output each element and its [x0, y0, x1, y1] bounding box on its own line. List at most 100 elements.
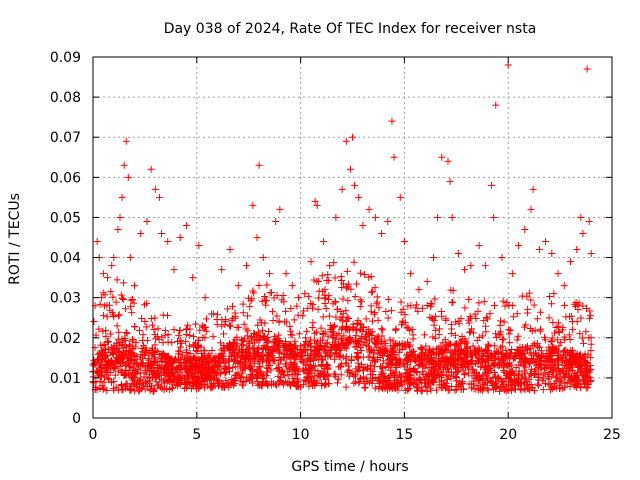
- data-point: [375, 375, 383, 383]
- data-point: [122, 361, 130, 369]
- data-point: [164, 312, 172, 320]
- data-point: [248, 295, 256, 303]
- data-point-peak: [137, 229, 145, 237]
- data-point: [109, 311, 117, 319]
- data-point: [338, 283, 346, 291]
- data-point: [319, 356, 327, 364]
- data-point: [126, 362, 134, 370]
- data-point: [394, 341, 402, 349]
- data-point: [310, 276, 318, 284]
- data-point: [324, 339, 332, 347]
- data-point: [286, 342, 294, 350]
- data-point: [275, 366, 283, 374]
- data-point: [102, 327, 110, 335]
- data-point-peak: [189, 274, 197, 282]
- data-point-peak: [475, 242, 483, 250]
- data-point: [312, 339, 320, 347]
- data-point: [570, 357, 578, 365]
- data-point-peak: [301, 290, 309, 298]
- data-point: [469, 329, 477, 337]
- data-point: [342, 383, 350, 391]
- data-point: [403, 369, 411, 377]
- data-point: [343, 284, 351, 292]
- data-point: [127, 386, 135, 394]
- data-point: [117, 381, 125, 389]
- data-point: [141, 352, 149, 360]
- data-point: [291, 337, 299, 345]
- data-point: [447, 329, 455, 337]
- data-point: [479, 375, 487, 383]
- data-point: [295, 330, 303, 338]
- data-point: [311, 329, 319, 337]
- data-point: [507, 378, 515, 386]
- data-point: [573, 384, 581, 392]
- data-point: [192, 320, 200, 328]
- data-point: [199, 323, 207, 331]
- data-point: [554, 352, 562, 360]
- data-point: [422, 382, 430, 390]
- data-point: [312, 353, 320, 361]
- data-point: [317, 361, 325, 369]
- data-point: [161, 352, 169, 360]
- data-point: [182, 364, 190, 372]
- x-tick-label: 15: [395, 427, 413, 443]
- data-point: [111, 371, 119, 379]
- data-point: [478, 351, 486, 359]
- data-point: [340, 332, 348, 340]
- data-point: [399, 305, 407, 313]
- data-point: [123, 329, 131, 337]
- data-point: [573, 372, 581, 380]
- data-point: [466, 328, 474, 336]
- data-point: [527, 351, 535, 359]
- data-point: [270, 343, 278, 351]
- data-point: [555, 328, 563, 336]
- data-point: [187, 385, 195, 393]
- data-point: [115, 311, 123, 319]
- data-point: [279, 292, 287, 300]
- data-point: [357, 269, 365, 277]
- data-point: [292, 355, 300, 363]
- data-point: [243, 355, 251, 363]
- data-point: [315, 294, 323, 302]
- data-point: [474, 373, 482, 381]
- data-point: [431, 366, 439, 374]
- data-point: [322, 380, 330, 388]
- data-point: [363, 331, 371, 339]
- data-point: [468, 372, 476, 380]
- data-point: [579, 302, 587, 310]
- data-point-peak: [288, 282, 296, 290]
- data-point: [482, 357, 490, 365]
- data-point: [113, 322, 121, 330]
- data-point: [263, 372, 271, 380]
- data-point: [360, 375, 368, 383]
- data-point: [217, 359, 225, 367]
- data-point-peak: [400, 238, 408, 246]
- data-point: [497, 361, 505, 369]
- data-point: [257, 369, 265, 377]
- data-point: [474, 381, 482, 389]
- data-point: [507, 361, 515, 369]
- data-point: [534, 343, 542, 351]
- data-point: [138, 385, 146, 393]
- data-point-peak: [265, 270, 273, 278]
- data-point: [279, 354, 287, 362]
- data-point: [527, 296, 535, 304]
- data-point: [261, 297, 269, 305]
- data-point: [586, 354, 594, 362]
- data-point-peak: [131, 282, 139, 290]
- data-point: [186, 331, 194, 339]
- data-point: [511, 352, 519, 360]
- data-point: [412, 356, 420, 364]
- data-point: [350, 379, 358, 387]
- data-point: [143, 299, 151, 307]
- data-point: [332, 313, 340, 321]
- data-point: [120, 350, 128, 358]
- data-point: [481, 370, 489, 378]
- data-point: [475, 344, 483, 352]
- data-point: [142, 349, 150, 357]
- data-point: [428, 300, 436, 308]
- data-point: [525, 289, 533, 297]
- data-point: [562, 346, 570, 354]
- data-point: [536, 308, 544, 316]
- data-point: [260, 373, 268, 381]
